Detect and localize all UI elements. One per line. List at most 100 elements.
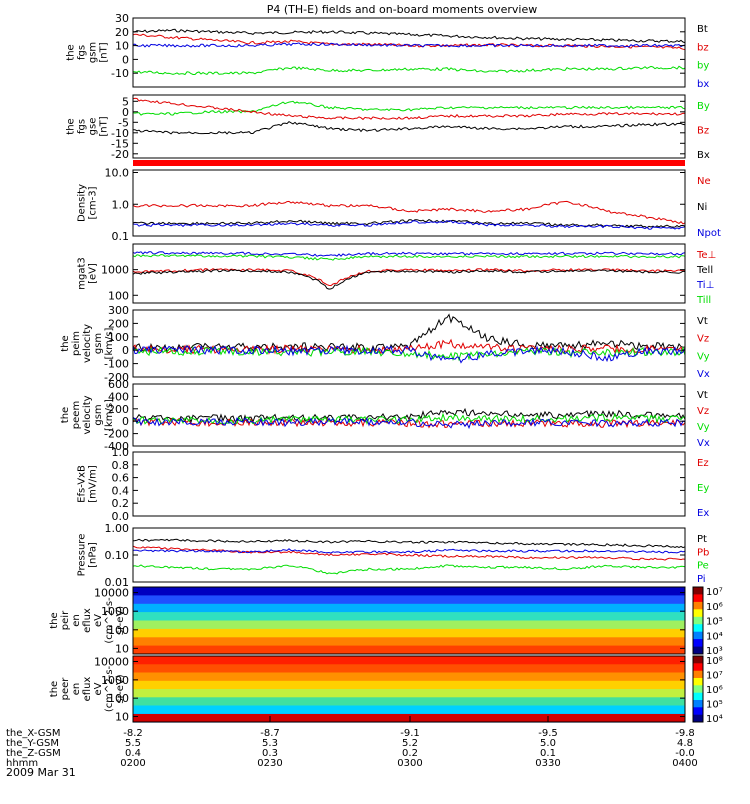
series-Pb-line [132,545,686,561]
panel-frame [132,451,686,517]
y-tick-label: 100 [108,624,129,637]
heatmap-band [133,697,685,707]
colorbar-label: 10⁴ [706,631,723,642]
colorbar-segment [693,594,703,603]
y-tick-label: 0.2 [112,497,130,510]
y-tick-label: 100 [108,692,129,705]
series-Pt-line [132,538,686,549]
y-axis-label-line: Density [77,184,88,222]
panel-frame [132,586,686,655]
colorbar-segment [693,609,703,618]
y-tick-label: 0.01 [105,576,130,589]
y-tick-label: -100 [104,358,129,371]
ephem-value: 5.0 [540,738,556,749]
series-Bt-line [132,28,686,44]
heatmap-band [133,603,685,613]
y-tick-label: -200 [104,428,129,441]
heatmap-band [133,656,685,665]
legend-Vz: Vz [697,406,709,417]
heatmap-band [133,689,685,698]
y-tick-label: -10 [111,67,129,80]
colorbar-label: 10⁶ [706,685,723,696]
series-Vx-line [132,344,686,364]
y-tick-label: 300 [108,304,129,317]
panel-frame [132,655,686,723]
y-axis-label-line: gse [88,118,99,136]
ephem-value: -9.5 [538,728,558,739]
y-axis-label-line: Pressure [77,534,88,577]
y-axis-label-line: the [60,335,71,351]
colorbar-label: 10⁴ [706,714,723,725]
ephem-value: 0400 [672,758,697,769]
colorbar-segment [693,700,703,708]
colorbar-segment [693,631,703,640]
ephem-value: 0.2 [402,748,418,759]
series-bz-line [132,33,686,51]
series-by-line [132,65,686,76]
ephem-value: -9.1 [400,728,420,739]
series-Ne-line [132,200,686,225]
ephem-value: 0.4 [125,748,141,759]
series-Bx-line [132,120,686,135]
heatmap-band [133,705,685,715]
series-Bz-line [132,97,686,121]
panel-density: 10.0 1.0 0.1 Density [cm-3] Ne Ni Npot [77,167,721,243]
panel-efs: 1.00.80.60.40.20.0 Efs-VxB [mV/m] Ez Ey Ex [77,446,710,523]
heatmap-band [133,664,685,674]
legend-Vy: Vy [697,422,710,433]
colorbar-segment [693,639,703,647]
series-Vz-line [132,338,686,355]
y-axis-label-line: Efs-VxB [77,465,88,503]
colorbar-frame [692,655,704,723]
ephem-value: 0.3 [262,748,278,759]
heatmap-band [133,595,685,605]
legend-Pe: Pe [697,561,709,572]
y-axis-label-line: eflux [82,677,93,702]
y-tick-label: 0 [122,344,129,357]
y-tick-label: -400 [104,440,129,453]
y-tick-label: 100 [108,289,129,302]
ephem-value: 0330 [535,758,560,769]
colorbar-segment [693,685,703,694]
date-label: 2009 Mar 31 [6,766,76,779]
colorbar-segment [693,587,703,595]
colorbar-label: 10⁸ [706,656,723,667]
legend-Tell: Tell [696,265,713,276]
y-tick-label: 10 [115,40,129,53]
legend-Pi: Pi [697,574,706,585]
y-tick-label: 5 [122,95,129,108]
panel-frame [132,309,686,378]
legend-bx: bx [697,79,709,90]
y-tick-label: 10000 [94,587,129,600]
ephem-value: -8.2 [123,728,143,739]
y-tick-label: 0.6 [112,472,130,485]
legend-Bx: Bx [697,150,710,161]
legend-Vx: Vx [697,369,710,380]
colorbar-label: 10⁷ [706,587,723,598]
colorbar-segment [693,707,703,716]
y-axis-label-line: the [49,681,60,697]
heatmap-band [133,714,685,722]
series-Till-line [132,253,686,261]
status-bar [133,160,685,166]
y-axis-label: the peim velocity gsm [km/s] [60,324,115,363]
y-axis-label-line: eV [93,614,104,627]
colorbar-segment [693,601,703,610]
legend-Vy: Vy [697,351,710,362]
y-axis-label-line: peer [60,677,71,701]
y-tick-label: 1000 [101,605,129,618]
y-axis-label-line: velocity [82,324,93,363]
y-axis-label-line: [mV/m] [88,465,99,503]
y-tick-label: 0 [122,106,129,119]
legend-Ey: Ey [697,483,709,494]
legend-By: By [697,101,710,112]
y-axis-label: mgat3 [eV] [77,257,99,290]
colorbar-segment [693,656,703,664]
y-tick-label: 200 [108,403,129,416]
series-Te⊥-line [132,268,686,287]
y-tick-label: 10000 [94,656,129,669]
colorbar-segment [693,714,703,723]
legend-Ni: Ni [697,202,707,213]
colorbar-segment [693,646,703,655]
